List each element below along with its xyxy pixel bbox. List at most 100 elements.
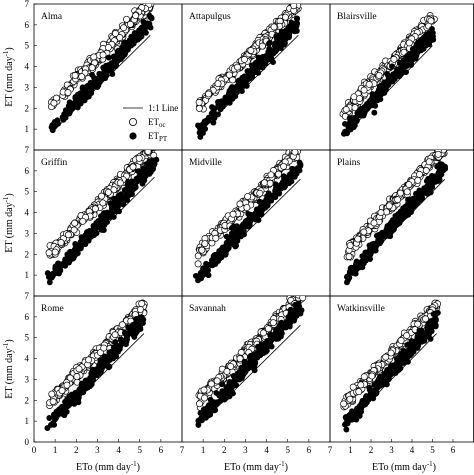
et-oc-point <box>136 306 144 313</box>
et-oc-point <box>151 142 157 148</box>
et-pt-point <box>226 93 233 100</box>
et-oc-point <box>241 56 248 63</box>
y-axis-title: ET (mm day-1) <box>2 339 15 399</box>
y-tick-label: 5 <box>25 187 30 197</box>
x-tick-label: 1 <box>53 445 58 455</box>
et-pt-point <box>235 86 242 93</box>
y-tick-label: 6 <box>25 20 30 30</box>
x-tick-label: 4 <box>264 445 269 455</box>
et-pt-point <box>202 414 209 421</box>
et-oc-point <box>280 162 288 170</box>
et-pt-point <box>248 62 255 69</box>
et-pt-point <box>46 415 53 421</box>
et-pt-point <box>391 366 398 373</box>
x-tick-label: 6 <box>159 445 164 455</box>
et-oc-point <box>264 325 272 333</box>
et-pt-point <box>265 190 272 197</box>
et-pt-point <box>222 250 229 257</box>
et-pt-point <box>77 245 84 252</box>
one-to-one-line <box>50 176 155 280</box>
et-oc-point <box>45 249 53 257</box>
et-pt-point <box>66 109 73 116</box>
x-tick-label: 7 <box>328 445 333 455</box>
et-pt-point <box>357 111 364 118</box>
et-oc-point <box>403 332 411 340</box>
et-oc-point <box>129 163 137 171</box>
et-oc-point <box>294 150 299 151</box>
et-oc-point <box>297 143 303 149</box>
et-oc-point <box>360 373 368 381</box>
et-pt-point <box>264 197 271 203</box>
x-axis-title: ETo (mm day-1) <box>76 460 140 473</box>
et-oc-point <box>116 179 124 187</box>
legend-pt-swatch <box>129 132 137 140</box>
et-pt-point <box>415 197 422 204</box>
et-pt-point <box>149 164 156 171</box>
et-oc-point <box>205 90 213 98</box>
et-pt-point <box>146 12 153 19</box>
et-pt-point <box>57 262 64 269</box>
et-pt-point <box>73 100 80 106</box>
et-oc-point <box>57 239 65 246</box>
et-pt-point <box>273 47 280 54</box>
y-tick-label: 5 <box>25 333 30 343</box>
et-pt-point <box>100 213 107 220</box>
et-pt-point <box>426 33 433 40</box>
et-pt-point <box>408 343 415 350</box>
et-pt-point <box>364 254 370 261</box>
panel-blairsville: Blairsville <box>329 3 474 151</box>
et-pt-point <box>119 338 126 345</box>
et-pt-point <box>343 426 350 433</box>
et-oc-point <box>98 192 105 200</box>
y-tick-label: 7 <box>25 145 30 155</box>
et-oc-point <box>229 210 237 218</box>
et-oc-point <box>425 158 433 166</box>
station-label: Plains <box>337 158 361 168</box>
et-oc-point <box>201 394 208 402</box>
et-oc-point <box>370 219 378 227</box>
et-oc-point <box>110 186 118 194</box>
et-pt-point <box>142 22 149 28</box>
y-tick-label: 4 <box>25 208 30 218</box>
et-pt-point <box>400 58 407 65</box>
et-pt-point <box>425 178 432 185</box>
et-oc-point <box>355 95 363 102</box>
et-pt-point <box>268 343 275 350</box>
station-label: Rome <box>41 304 64 314</box>
x-tick-label: 7 <box>180 445 185 455</box>
et-oc-point <box>243 204 251 212</box>
et-pt-point <box>385 72 392 79</box>
et-pt-point <box>280 324 287 331</box>
et-pt-point <box>232 234 239 241</box>
et-pt-point <box>282 180 289 187</box>
x-tick-label: 3 <box>95 445 100 455</box>
et-pt-point <box>102 362 109 369</box>
et-oc-point <box>342 106 350 113</box>
et-pt-point <box>127 328 134 335</box>
et-oc-point <box>50 99 58 107</box>
et-pt-point <box>274 43 281 49</box>
et-pt-point <box>270 59 276 66</box>
station-label: Midville <box>189 158 222 168</box>
et-pt-point <box>228 85 235 92</box>
et-pt-point <box>50 411 57 418</box>
et-pt-point <box>84 384 91 391</box>
et-pt-point <box>218 390 225 397</box>
et-oc-point <box>66 374 74 382</box>
et-pt-point <box>258 59 265 66</box>
et-pt-point <box>135 168 142 175</box>
et-oc-point <box>195 98 203 106</box>
et-pt-point <box>435 178 442 184</box>
et-pt-point <box>68 251 75 257</box>
et-oc-point <box>427 17 435 25</box>
et-pt-point <box>390 222 397 229</box>
et-oc-point <box>340 400 348 408</box>
x-tick-label: 1 <box>348 445 353 455</box>
et-oc-point <box>214 80 222 88</box>
et-pt-point <box>195 417 202 424</box>
legend-pt-label: ETPT <box>148 131 168 143</box>
et-oc-point <box>63 381 71 389</box>
